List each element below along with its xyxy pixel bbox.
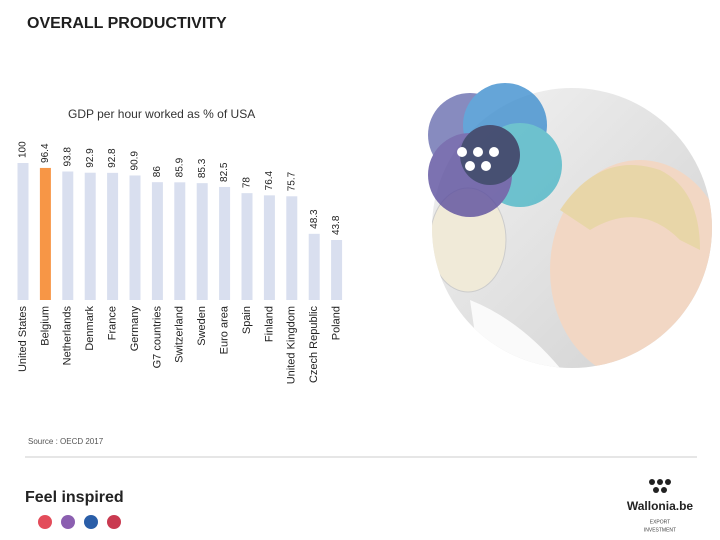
bar — [62, 171, 74, 300]
logo-dots — [457, 147, 499, 171]
value-label: 92.9 — [85, 148, 96, 168]
chart-subtitle: GDP per hour worked as % of USA — [68, 107, 255, 121]
source-note: Source : OECD 2017 — [28, 437, 104, 446]
bar — [174, 182, 186, 300]
brand-dots — [649, 479, 671, 493]
x-tick-label: Belgium — [39, 306, 51, 346]
value-label: 90.9 — [130, 151, 141, 171]
bar — [308, 233, 320, 300]
value-label: 78 — [242, 177, 253, 189]
brand-name: Wallonia.be — [627, 499, 694, 513]
bar — [84, 172, 96, 300]
value-label: 93.8 — [62, 147, 73, 167]
x-tick-label: Euro area — [219, 305, 231, 354]
bar — [107, 172, 119, 300]
bar — [263, 195, 275, 300]
value-label: 92.8 — [107, 148, 118, 168]
brand-tagline: EXPORT — [650, 519, 670, 525]
bar — [39, 167, 51, 300]
x-tick-label: Spain — [241, 306, 253, 334]
x-tick-label: Sweden — [196, 306, 208, 346]
value-label: 96.4 — [40, 143, 51, 163]
value-label: 82.5 — [219, 162, 230, 182]
x-tick-label: United Kingdom — [286, 306, 298, 384]
x-tick-label: Germany — [129, 306, 141, 352]
value-label: 75.7 — [286, 171, 297, 191]
bar — [331, 239, 343, 300]
x-tick-label: G7 countries — [151, 306, 163, 369]
footer-icons — [38, 515, 121, 529]
bar — [241, 193, 253, 300]
footer-slogan: Feel inspired — [25, 489, 124, 506]
x-tick-label: Finland — [263, 306, 275, 342]
bar — [196, 183, 208, 300]
brand-tagline: INVESTMENT — [644, 527, 676, 533]
bar — [286, 196, 298, 300]
x-tick-label: Netherlands — [62, 306, 74, 366]
slide-title: OVERALL PRODUCTIVITY — [27, 15, 227, 32]
bar — [129, 175, 141, 300]
value-label: 85.9 — [174, 157, 185, 177]
value-label: 86 — [152, 166, 163, 178]
bar — [151, 182, 163, 300]
value-label: 76.4 — [264, 170, 275, 190]
x-tick-label: Switzerland — [174, 306, 186, 363]
x-tick-label: United States — [17, 306, 29, 373]
bar — [17, 163, 29, 300]
x-tick-label: Denmark — [84, 306, 96, 351]
value-label: 43.8 — [331, 215, 342, 235]
x-tick-label: Poland — [331, 306, 343, 340]
value-label: 85.3 — [197, 158, 208, 178]
bar — [219, 186, 231, 300]
value-label: 48.3 — [309, 209, 320, 229]
x-tick-label: France — [107, 306, 119, 340]
value-label: 100 — [18, 141, 29, 158]
x-tick-label: Czech Republic — [308, 306, 320, 384]
